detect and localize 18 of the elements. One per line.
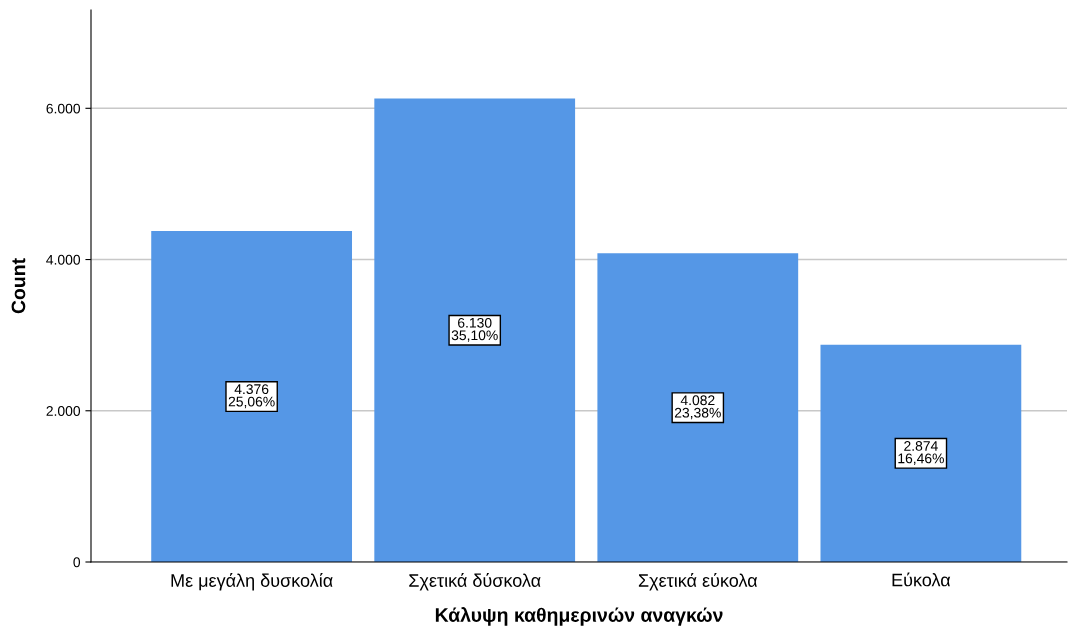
x-axis-title: Κάλυψη καθημερινών αναγκών	[435, 607, 723, 626]
data-label: 6.130 35,10%	[451, 317, 498, 342]
data-label: 2.874 16,46%	[898, 441, 944, 465]
y-axis-title: Count	[11, 258, 26, 314]
y-tick-label: 0	[73, 557, 81, 568]
x-tick-label: Σχετικά εύκολα	[638, 573, 758, 591]
bar	[374, 98, 576, 562]
x-tick-label: Εύκολα	[892, 572, 951, 587]
data-label: 4.376 25,06%	[228, 384, 275, 409]
data-label: 4.082 23,38%	[674, 395, 721, 420]
bar	[820, 344, 1022, 562]
y-tick-label: 6.000	[46, 103, 81, 114]
y-tick-label: 2.000	[46, 406, 81, 416]
bar	[151, 231, 353, 562]
bar	[597, 253, 799, 562]
x-tick-label: Με μεγάλη δυσκολία	[171, 573, 333, 591]
x-tick-label: Σχετικά δύσκολα	[409, 573, 541, 591]
y-tick-label: 4.000	[46, 254, 81, 265]
